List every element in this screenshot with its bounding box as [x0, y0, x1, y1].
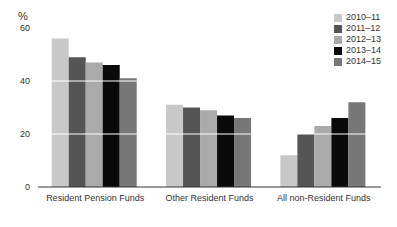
svg-text:40: 40: [20, 76, 30, 86]
html-text:2014–15: 2014–15: [346, 56, 381, 66]
html-text:2011–12: 2011–12: [346, 23, 381, 33]
html-text:2012–13: 2012–13: [346, 34, 381, 44]
svg-text:Resident Pension Funds: Resident Pension Funds: [46, 193, 145, 203]
html-text:2010–11: 2010–11: [346, 12, 381, 22]
svg-text:All non-Resident Funds: All non-Resident Funds: [277, 193, 371, 203]
html-text:2013–14: 2013–14: [346, 45, 381, 55]
svg-text:Other Resident Funds: Other Resident Funds: [165, 193, 254, 203]
svg-text:%: %: [18, 10, 28, 22]
svg-text:60: 60: [20, 23, 30, 33]
svg-text:0: 0: [25, 182, 30, 192]
svg-text:20: 20: [20, 129, 30, 139]
